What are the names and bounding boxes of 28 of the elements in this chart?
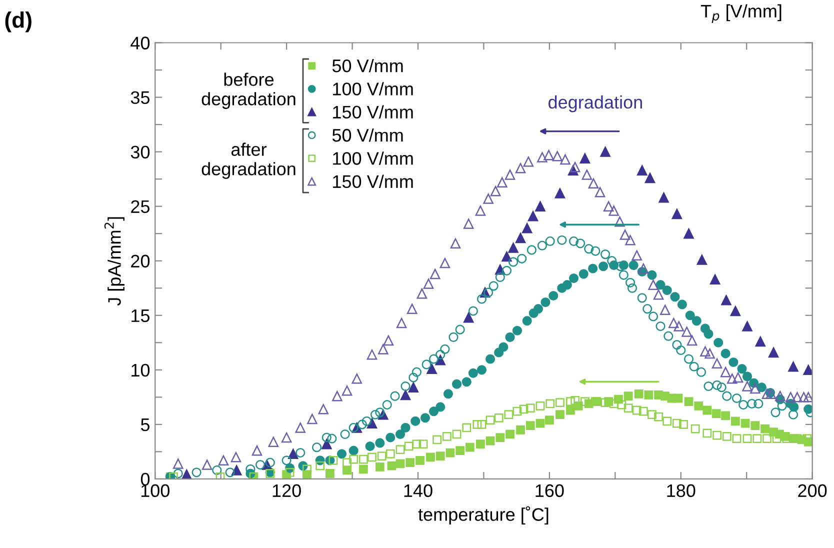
annotation: degradation xyxy=(548,95,642,112)
legend-label: 50 V/mm xyxy=(332,58,403,72)
text: (d) xyxy=(5,12,32,32)
y-axis-title: J [pA/mm$^{2}$] xyxy=(104,217,124,306)
y-tick-label: 20 xyxy=(131,254,150,268)
y-tick-label: 5 xyxy=(140,418,150,432)
legend-label: 150 V/mm xyxy=(333,174,413,188)
x-tick-label: 120 xyxy=(272,484,301,498)
y-tick-label: 25 xyxy=(131,200,150,214)
legend-label: 50 V/mm xyxy=(332,128,403,142)
y-tick-label: 0 xyxy=(140,472,150,486)
legend-label: 150 V/mm xyxy=(333,105,413,119)
y-tick-label: 35 xyxy=(130,91,150,104)
legend-label: 100 V/mm xyxy=(333,152,413,165)
x-tick-label: 160 xyxy=(536,484,564,498)
y-tick-label: 15 xyxy=(132,309,150,322)
annotation: before degradation xyxy=(202,72,296,109)
x-axis-title: temperature [˚C] xyxy=(418,506,548,524)
annotation: after degradation xyxy=(202,142,296,179)
y-tick-label: 40 xyxy=(130,36,150,50)
y-tick-label: 30 xyxy=(130,146,150,159)
y-tick-label: 10 xyxy=(132,364,150,377)
x-tick-label: 140 xyxy=(404,484,432,498)
x-tick-label: 200 xyxy=(798,484,827,498)
text: T$_{p}$ [V/mm] xyxy=(700,4,782,23)
legend-label: 100 V/mm xyxy=(333,82,413,96)
x-tick-label: 100 xyxy=(141,484,170,498)
x-tick-label: 180 xyxy=(667,484,696,498)
